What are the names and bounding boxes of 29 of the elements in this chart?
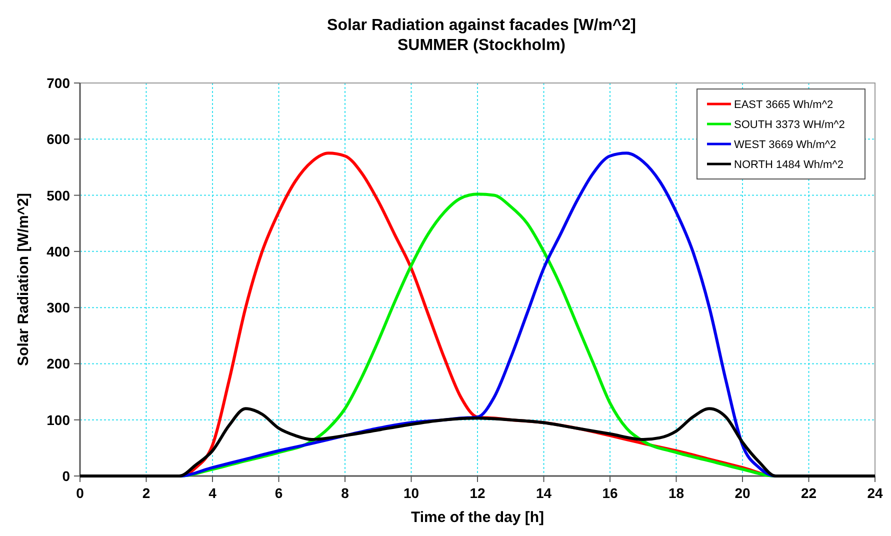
x-tick-label: 8: [341, 485, 350, 501]
x-tick-label: 6: [274, 485, 283, 501]
x-tick-label: 0: [76, 485, 84, 501]
x-tick-label: 10: [403, 485, 420, 501]
x-tick-label: 18: [668, 485, 684, 501]
y-tick-label: 400: [46, 243, 70, 260]
y-axis-title: Solar Radiation [W/m^2]: [15, 193, 32, 366]
x-tick-label: 4: [208, 485, 217, 501]
x-tick-label: 20: [734, 485, 750, 501]
x-tick-label: 16: [602, 485, 618, 501]
x-axis-title: Time of the day [h]: [410, 509, 544, 526]
y-tick-label: 100: [46, 412, 70, 428]
x-tick-label: 12: [470, 485, 486, 501]
y-tick-label: 200: [46, 356, 70, 372]
y-tick-label: 300: [46, 300, 70, 316]
legend-label: SOUTH 3373 WH/m^2: [734, 119, 845, 131]
y-tick-label: 600: [46, 131, 70, 148]
chart-subtitle: SUMMER (Stockholm): [398, 37, 566, 54]
y-tick-label: 500: [46, 187, 70, 204]
legend-label: NORTH 1484 Wh/m^2: [734, 159, 844, 171]
legend-label: EAST 3665 Wh/m^2: [734, 99, 834, 111]
x-tick-label: 2: [142, 485, 150, 501]
y-tick-label: 0: [62, 468, 70, 484]
chart-title: Solar Radiation against facades [W/m^2]: [327, 17, 636, 34]
x-tick-label: 14: [536, 485, 552, 501]
x-tick-label: 22: [800, 485, 817, 501]
legend-label: WEST 3669 Wh/m^2: [734, 139, 836, 151]
y-tick-label: 700: [46, 75, 70, 91]
x-tick-label: 24: [867, 485, 883, 501]
